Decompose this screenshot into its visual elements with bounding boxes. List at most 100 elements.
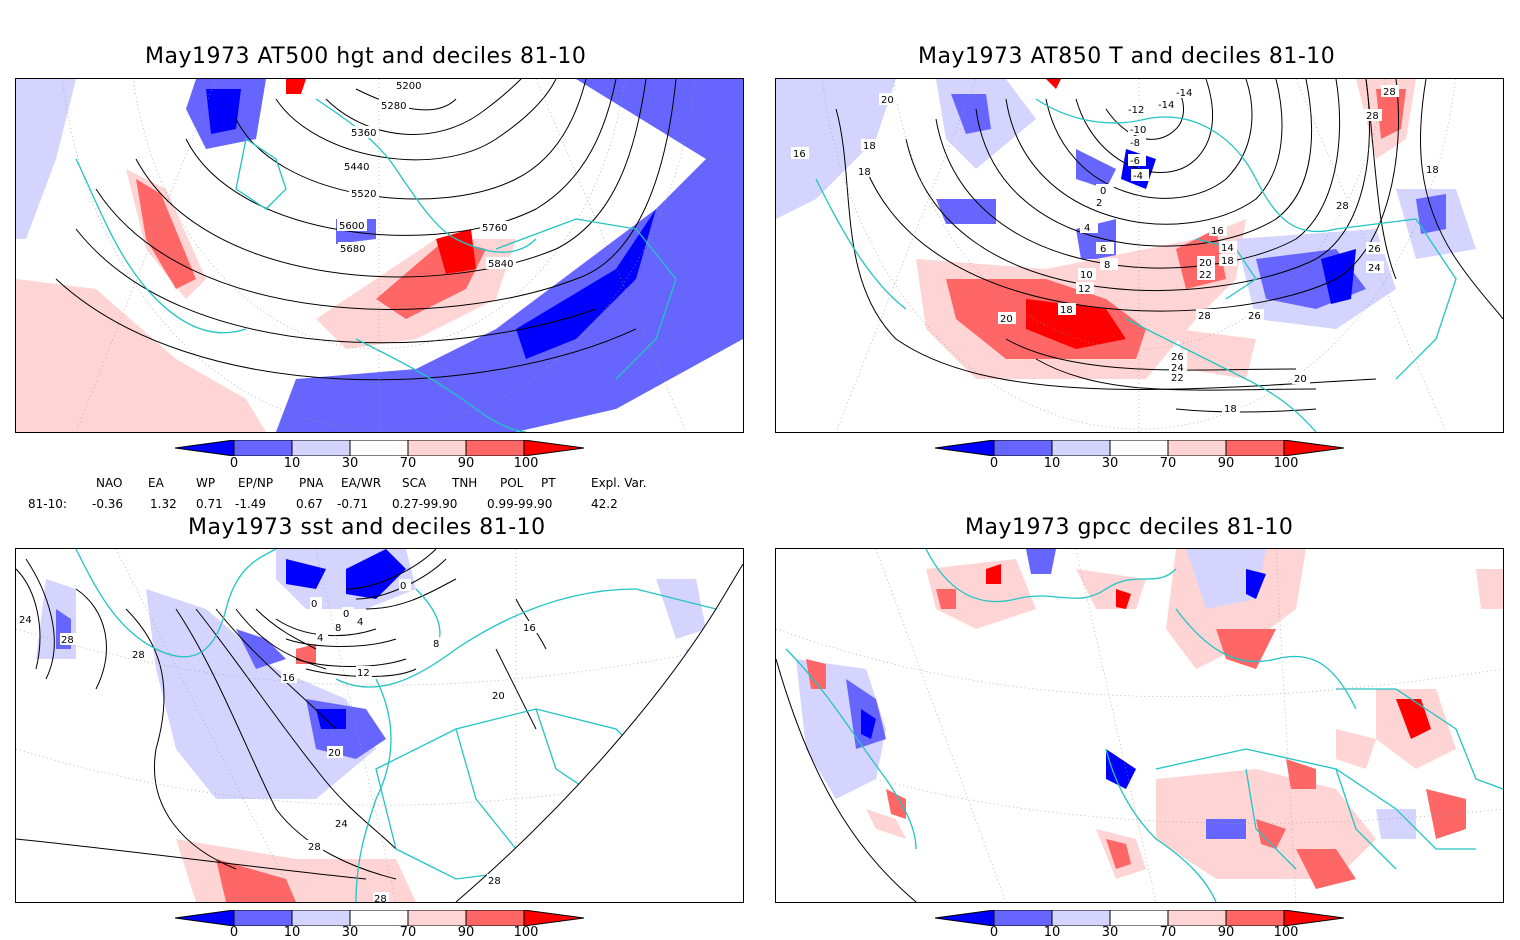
- contour-label: 20: [1294, 374, 1307, 385]
- index-value-pna: 0.67: [296, 497, 323, 511]
- contour-label: 5360: [351, 128, 376, 139]
- contour-label: 16: [793, 149, 806, 160]
- contour-label: 20: [881, 95, 894, 106]
- contour-label: 2: [1096, 198, 1102, 209]
- colorbar-tick: 0: [229, 456, 239, 471]
- colorbar-tick: 10: [283, 925, 301, 940]
- contour-label: 8: [1104, 260, 1110, 271]
- colorbar-tick: 70: [399, 456, 417, 471]
- colorbar-tick: 30: [341, 456, 359, 471]
- contour-label: 16: [282, 673, 295, 684]
- contour-label: 28: [308, 842, 321, 853]
- contour-label: 24: [1368, 263, 1381, 274]
- contour-label: -14: [1176, 88, 1192, 99]
- contour-label: 20: [328, 748, 341, 759]
- contour-label: 4: [357, 617, 363, 628]
- index-header-eawr: EA/WR: [341, 476, 382, 490]
- index-header-ea: EA: [148, 476, 164, 490]
- contour-label: 28: [1366, 111, 1379, 122]
- map-850t: 20 18 18 16 0 2 4 6 8 10 12 18 20 -4 -6 …: [775, 78, 1504, 433]
- contour-label: 0: [343, 609, 349, 620]
- colorbar-tick: 70: [399, 925, 417, 940]
- contour-label: 0: [400, 581, 406, 592]
- index-header-pt: PT: [541, 476, 556, 490]
- contour-label: 26: [1368, 244, 1381, 255]
- contour-label: 20: [1199, 258, 1212, 269]
- contour-label: 5440: [344, 162, 369, 173]
- contour-label: 8: [433, 639, 439, 650]
- index-header-wp: WP: [196, 476, 216, 490]
- colorbar-tick: 100: [1273, 925, 1299, 940]
- contour-label: 18: [1426, 165, 1439, 176]
- contour-label: 26: [1171, 352, 1184, 363]
- contour-label: 16: [523, 623, 536, 634]
- index-header-pna: PNA: [299, 476, 324, 490]
- contour-label: 5280: [381, 101, 406, 112]
- index-value-pol-pt: 0.99-99.90: [487, 497, 553, 511]
- colorbar-tick: 100: [1273, 456, 1299, 471]
- contour-label: 24: [1171, 363, 1184, 374]
- colorbar-500hgt: [174, 439, 585, 457]
- contour-label: 24: [335, 819, 348, 830]
- index-value-explvar: 42.2: [591, 497, 618, 511]
- contour-label: 20: [492, 691, 505, 702]
- contour-label: 28: [61, 635, 74, 646]
- colorbar-tick: 30: [341, 925, 359, 940]
- contour-label: 18: [1221, 256, 1234, 267]
- contour-label: 16: [1211, 226, 1224, 237]
- index-value-epnp: -1.49: [235, 497, 267, 511]
- map-sst: 24 28 28 16 12 8 4 0 0 0 4 8 20 24 28 28…: [15, 548, 744, 903]
- colorbar-tick: 10: [1043, 925, 1061, 940]
- index-value-eawr: -0.71: [337, 497, 369, 511]
- index-value-wp: 0.71: [196, 497, 223, 511]
- contour-label: 12: [357, 668, 370, 679]
- colorbar-tick: 70: [1159, 925, 1177, 940]
- index-header-epnp: EP/NP: [238, 476, 274, 490]
- contour-label: 18: [1224, 404, 1237, 415]
- contour-label: 18: [858, 167, 871, 178]
- panel-title-500hgt: May1973 AT500 hgt and deciles 81-10: [145, 44, 587, 69]
- index-value-sca-tnh: 0.27-99.90: [392, 497, 458, 511]
- panel-title-gpcc: May1973 gpcc deciles 81-10: [965, 515, 1294, 540]
- contour-label: 4: [1084, 223, 1090, 234]
- contour-label: 5680: [340, 244, 365, 255]
- contour-label: 0: [1100, 186, 1106, 197]
- contour-label: 28: [374, 894, 387, 902]
- colorbar-gpcc: [934, 909, 1345, 927]
- contour-label: 5760: [482, 223, 507, 234]
- contour-label: 28: [132, 650, 145, 661]
- contour-label: 24: [19, 615, 32, 626]
- contour-label: 0: [311, 599, 317, 610]
- contour-label: 5840: [488, 259, 513, 270]
- contour-label: 10: [1080, 270, 1093, 281]
- map-gpcc: [775, 548, 1504, 903]
- panel-title-850t: May1973 AT850 T and deciles 81-10: [918, 44, 1336, 69]
- index-row-label: 81-10:: [28, 497, 67, 511]
- contour-label: 28: [1383, 87, 1396, 98]
- contour-label: 18: [1060, 305, 1073, 316]
- colorbar-tick: 90: [1217, 456, 1235, 471]
- contour-label: 12: [1078, 284, 1091, 295]
- index-header-explvar: Expl. Var.: [591, 476, 647, 490]
- colorbar-tick: 100: [513, 456, 539, 471]
- contour-label: 28: [1336, 201, 1349, 212]
- colorbar-tick: 90: [1217, 925, 1235, 940]
- index-header-nao: NAO: [96, 476, 123, 490]
- contour-label: -14: [1158, 100, 1174, 111]
- colorbar-tick: 70: [1159, 456, 1177, 471]
- contour-label: -4: [1133, 171, 1143, 182]
- contour-label: 5520: [351, 189, 376, 200]
- contour-label: 4: [317, 633, 323, 644]
- index-value-ea: 1.32: [150, 497, 177, 511]
- panel-title-sst: May1973 sst and deciles 81-10: [188, 515, 546, 540]
- map-500hgt: 5200 5280 5360 5440 5520 5600 5680 5760 …: [15, 78, 744, 433]
- colorbar-tick: 0: [229, 925, 239, 940]
- contour-label: 22: [1171, 373, 1184, 384]
- colorbar-tick: 10: [1043, 456, 1061, 471]
- colorbar-tick: 90: [457, 456, 475, 471]
- contour-label: 22: [1199, 270, 1212, 281]
- contour-label: 20: [1000, 314, 1013, 325]
- colorbar-tick: 90: [457, 925, 475, 940]
- contour-label: 6: [1100, 244, 1106, 255]
- contour-label: 18: [863, 141, 876, 152]
